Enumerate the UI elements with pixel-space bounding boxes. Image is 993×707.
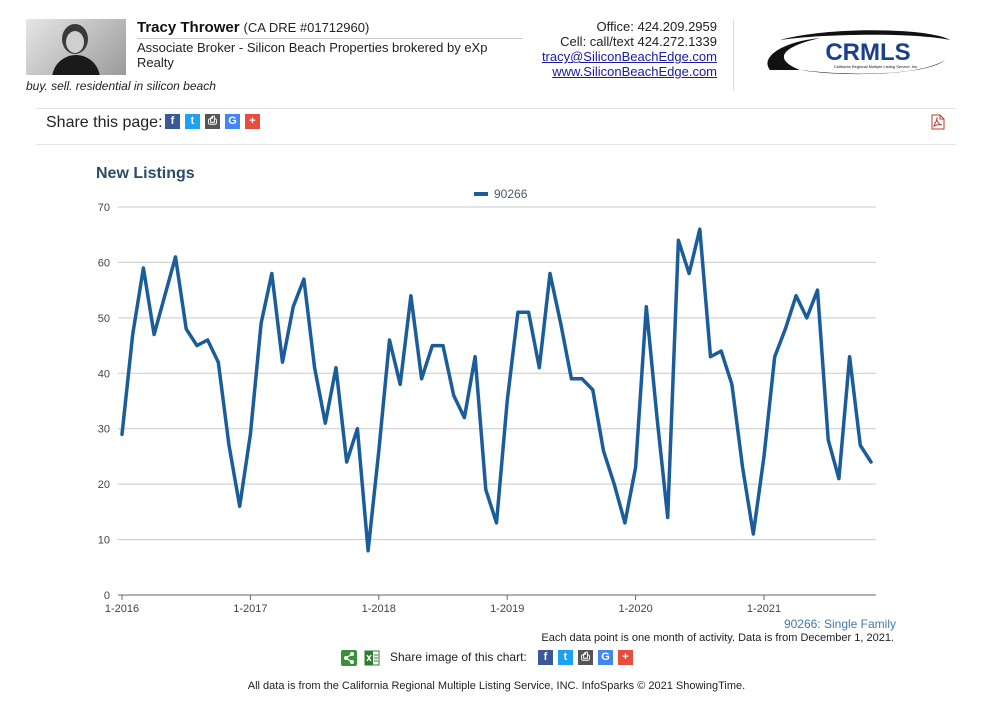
share-image-label: Share image of this chart: — [390, 650, 527, 664]
share-page-plus-icon[interactable]: + — [245, 114, 260, 129]
crmls-logo-text: CRMLS — [825, 39, 910, 66]
chart-title: New Listings — [96, 165, 195, 182]
x-tick-label: 1-2016 — [105, 603, 139, 615]
agent-photo — [26, 19, 126, 75]
share-page-google-icon[interactable]: G — [225, 114, 240, 129]
agent-name: Tracy Thrower (CA DRE #01712960) — [137, 19, 369, 36]
share-page-facebook-icon[interactable]: f — [165, 114, 180, 129]
header-divider — [733, 19, 734, 91]
x-tick-label: 1-2020 — [618, 603, 652, 615]
series-line-90266 — [120, 227, 873, 553]
share-page-print-icon[interactable]: ⎙ — [205, 114, 220, 129]
excel-icon[interactable] — [364, 650, 380, 666]
agent-name-text: Tracy Thrower — [137, 19, 240, 36]
y-tick-label: 60 — [98, 257, 110, 269]
share-image-google-icon[interactable]: G — [598, 650, 613, 665]
pdf-icon[interactable] — [930, 114, 946, 130]
y-tick-label: 0 — [104, 590, 110, 602]
x-tick-label: 1-2018 — [362, 603, 396, 615]
website-link[interactable]: www.SiliconBeachEdge.com — [552, 64, 717, 79]
y-tick-label: 30 — [98, 424, 110, 436]
share-page-twitter-icon[interactable]: t — [185, 114, 200, 129]
office-phone: Office: 424.209.2959 — [596, 19, 717, 34]
share-chart-icon[interactable] — [341, 650, 357, 666]
agent-title: Associate Broker - Silicon Beach Propert… — [137, 38, 523, 70]
y-tick-label: 40 — [98, 368, 110, 380]
email-link[interactable]: tracy@SiliconBeachEdge.com — [541, 49, 717, 64]
divider — [36, 108, 956, 109]
share-page-label: Share this page: — [46, 114, 163, 131]
crmls-logo-subtext: California Regional Multiple Listing Ser… — [834, 64, 918, 69]
y-tick-label: 50 — [98, 313, 110, 325]
tagline: buy. sell. residential in silicon beach — [26, 79, 216, 93]
share-image-print-icon[interactable]: ⎙ — [578, 650, 593, 665]
divider — [36, 144, 956, 145]
x-tick-label: 1-2017 — [233, 603, 267, 615]
cell-phone: Cell: call/text 424.272.1339 — [560, 34, 717, 49]
y-tick-label: 70 — [98, 202, 110, 214]
data-note: Each data point is one month of activity… — [541, 632, 894, 644]
x-tick-label: 1-2021 — [747, 603, 781, 615]
share-image-plus-icon[interactable]: + — [618, 650, 633, 665]
source-note: All data is from the California Regional… — [247, 680, 746, 692]
share-image-facebook-icon[interactable]: f — [538, 650, 553, 665]
y-tick-label: 10 — [98, 535, 110, 547]
share-image-twitter-icon[interactable]: t — [558, 650, 573, 665]
crmls-logo[interactable]: CRMLS California Regional Multiple Listi… — [760, 30, 952, 78]
agent-license: (CA DRE #01712960) — [243, 20, 370, 35]
x-tick-label: 1-2019 — [490, 603, 524, 615]
series-footnote: 90266: Single Family — [783, 617, 896, 631]
legend-label: 90266 — [494, 187, 528, 201]
y-tick-label: 20 — [98, 479, 110, 491]
